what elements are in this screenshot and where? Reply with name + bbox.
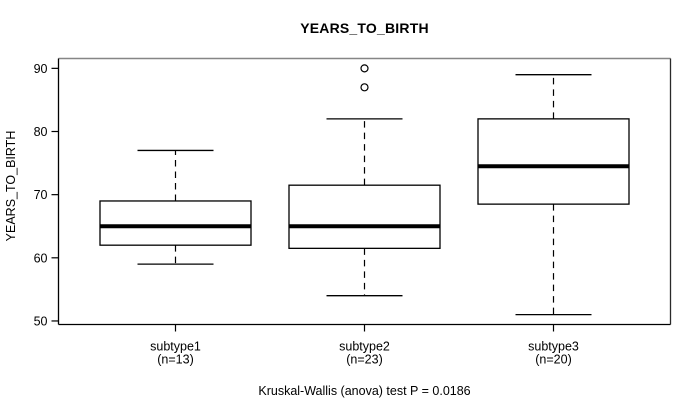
x-category-label: subtype2 — [339, 340, 390, 354]
y-tick-label: 90 — [34, 62, 48, 76]
chart-title: YEARS_TO_BIRTH — [300, 20, 429, 36]
iqr-box — [288, 184, 441, 249]
x-category-sublabel: (n=20) — [535, 353, 571, 367]
y-tick-label: 80 — [34, 125, 48, 139]
iqr-box — [99, 200, 252, 246]
y-tick-label: 60 — [34, 251, 48, 265]
outlier-point — [360, 64, 369, 73]
stat-test-annotation: Kruskal-Wallis (anova) test P = 0.0186 — [258, 384, 471, 398]
y-tick-label: 50 — [34, 314, 48, 328]
iqr-box — [477, 118, 630, 205]
y-tick-label: 70 — [34, 188, 48, 202]
x-category-sublabel: (n=23) — [346, 353, 382, 367]
outlier-point — [360, 83, 369, 92]
x-category-sublabel: (n=13) — [157, 353, 193, 367]
x-category-label: subtype1 — [150, 340, 201, 354]
x-category-label: subtype3 — [528, 340, 579, 354]
